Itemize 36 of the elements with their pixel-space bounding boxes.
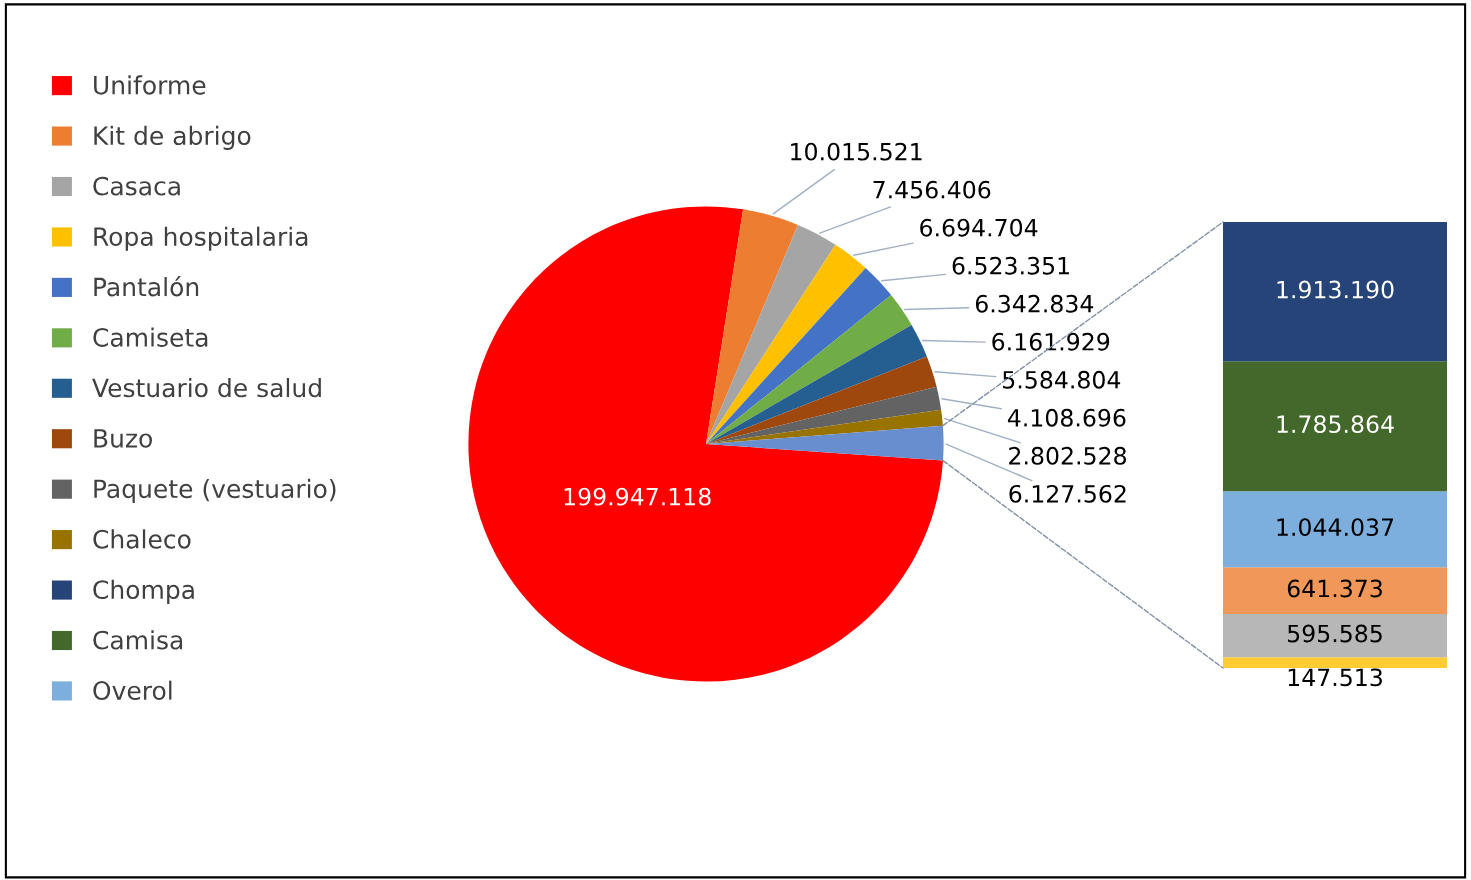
data-label: 6.342.834 xyxy=(975,294,1094,313)
data-label: 199.947.118 xyxy=(564,487,711,506)
data-label: 1.913.190 xyxy=(1277,280,1394,299)
legend-label: Chompa xyxy=(93,579,194,604)
legend-label: Camiseta xyxy=(93,327,208,347)
data-label: 641.373 xyxy=(1287,579,1382,598)
data-label: 1.044.037 xyxy=(1277,518,1394,537)
bar xyxy=(1223,222,1447,362)
bar xyxy=(1223,613,1447,658)
data-label: 7.456.406 xyxy=(873,180,991,199)
data-label: 147.513 xyxy=(1288,668,1382,687)
legend-label: Overol xyxy=(93,680,172,700)
data-label: 6.161.929 xyxy=(992,332,1110,351)
legend-label: Buzo xyxy=(94,429,152,448)
bar xyxy=(1223,361,1447,492)
legend-label: Kit de abrigo xyxy=(94,125,251,150)
legend-label: Pantalón xyxy=(94,276,199,297)
data-label: 10.015.521 xyxy=(791,142,922,161)
bar xyxy=(1223,491,1447,568)
data-label: 1.785.864 xyxy=(1277,415,1394,434)
legend-label: Casaca xyxy=(93,176,180,196)
data-label: 4.108.696 xyxy=(1007,408,1126,427)
legend-label: Vestuario de salud xyxy=(92,377,321,398)
legend-label: Camisa xyxy=(93,630,183,650)
legend-label: Chaleco xyxy=(93,529,191,549)
data-label: 6.127.562 xyxy=(1009,484,1126,503)
legend-label: Ropa hospitalaria xyxy=(94,226,308,251)
data-label: 5.584.804 xyxy=(1003,370,1121,389)
data-label: 2.802.528 xyxy=(1009,446,1126,465)
legend-label: Uniforme xyxy=(94,75,206,95)
legend-label: Paquete (vestuario) xyxy=(94,478,336,504)
bar xyxy=(1223,567,1447,614)
bar xyxy=(1223,657,1447,668)
data-label: 6.523.351 xyxy=(952,256,1069,275)
data-label: 595.585 xyxy=(1288,624,1382,643)
data-label: 6.694.704 xyxy=(920,218,1038,237)
